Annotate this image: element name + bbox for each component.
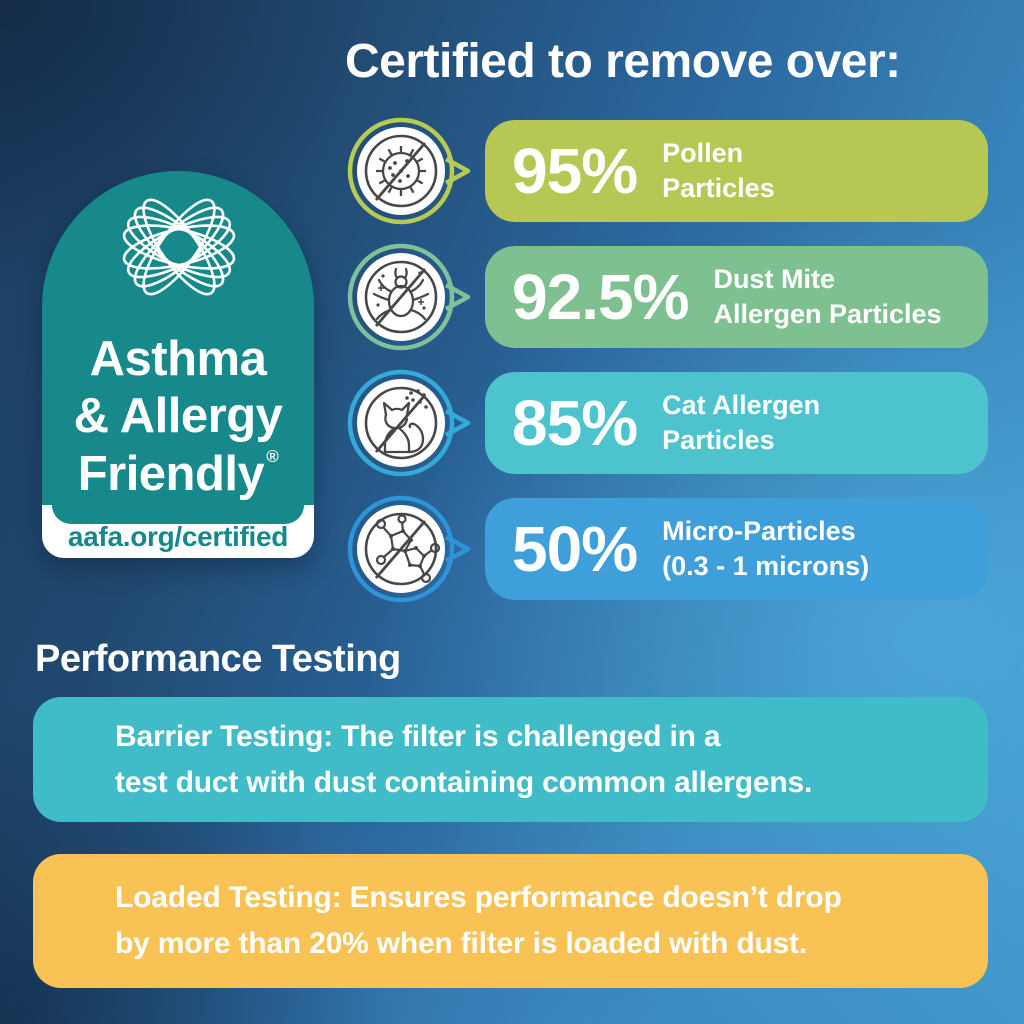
page-title: Certified to remove over: <box>345 35 901 88</box>
badge-wordmark: Asthma & Allergy Friendly ® <box>42 331 314 503</box>
loaded-testing-text-line2: by more than 20% when filter is loaded w… <box>115 927 807 960</box>
certification-pill-micro-particles: 50% Micro-Particles (0.3 - 1 microns) <box>485 498 988 600</box>
badge-line-friendly: Friendly ® <box>77 446 279 501</box>
badge-line-asthma: Asthma <box>89 332 267 386</box>
cat-allergen-crossed-icon <box>347 369 471 477</box>
aafa-certification-badge: Asthma & Allergy Friendly ® aafa.org/cert… <box>42 171 314 558</box>
barrier-testing-text-line2: test duct with dust containing common al… <box>115 765 813 799</box>
badge-footer-curve <box>52 505 304 524</box>
micro-particles-crossed-icon <box>347 495 471 603</box>
percent-value: 85% <box>512 387 638 459</box>
percent-label: Cat Allergen Particles <box>662 389 821 455</box>
certification-rows: 95% Pollen Particles <box>345 117 988 624</box>
percent-label: Dust Mite Allergen Particles <box>713 263 942 329</box>
certification-pill-dust-mite: 92.5% Dust Mite Allergen Particles <box>485 246 988 348</box>
certification-row-cat-allergen: 85% Cat Allergen Particles <box>345 369 988 477</box>
registered-trademark-symbol: ® <box>266 446 279 466</box>
percent-value: 92.5% <box>512 261 689 333</box>
certification-row-micro-particles: 50% Micro-Particles (0.3 - 1 microns) <box>345 495 988 603</box>
badge-footer-bar: aafa.org/certified <box>42 505 314 558</box>
certification-row-pollen: 95% Pollen Particles <box>345 117 988 225</box>
performance-testing-heading: Performance Testing <box>35 638 401 680</box>
certification-pill-cat-allergen: 85% Cat Allergen Particles <box>485 372 988 474</box>
loaded-testing-text-line1: Loaded Testing: Ensures performance does… <box>115 881 842 915</box>
percent-value: 95% <box>512 135 638 207</box>
dust-mite-crossed-icon <box>347 243 471 351</box>
certification-row-dust-mite: 92.5% Dust Mite Allergen Particles <box>345 243 988 351</box>
certification-pill-pollen: 95% Pollen Particles <box>485 120 988 222</box>
percent-label: Pollen Particles <box>662 137 775 203</box>
barrier-testing-pill: Barrier Testing: The filter is challenge… <box>33 697 988 822</box>
loaded-testing-pill: Loaded Testing: Ensures performance does… <box>33 854 988 988</box>
percent-label: Micro-Particles (0.3 - 1 microns) <box>662 515 870 581</box>
pollen-crossed-icon <box>347 117 471 225</box>
badge-url-text: aafa.org/certified <box>67 521 289 552</box>
aafa-butterfly-logo-icon <box>122 198 236 296</box>
badge-line-allergy: & Allergy <box>73 389 283 444</box>
barrier-testing-text-line1: Barrier Testing: The filter is challenge… <box>115 719 721 753</box>
percent-value: 50% <box>512 513 638 585</box>
